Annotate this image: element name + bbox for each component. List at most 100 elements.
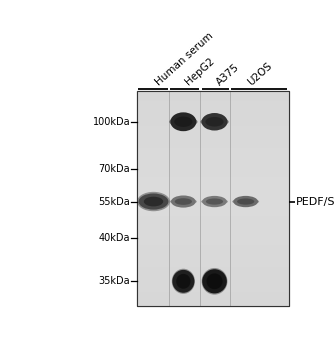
Bar [137,94,288,98]
Bar [137,209,288,213]
Ellipse shape [206,273,222,289]
Bar [137,123,288,126]
Bar [137,148,288,152]
Bar [137,292,288,295]
Bar [137,216,288,220]
Bar [137,169,288,173]
Bar [137,126,288,130]
Bar [137,91,288,306]
Text: A375: A375 [214,62,241,87]
Bar [137,259,288,263]
Bar [137,263,288,267]
Ellipse shape [137,192,170,211]
Bar [137,98,288,101]
Bar [137,177,288,180]
Bar [137,155,288,159]
Bar [137,299,288,302]
Text: 70kDa: 70kDa [98,164,130,174]
Bar [137,130,288,134]
Ellipse shape [217,119,229,125]
Bar [137,223,288,227]
Text: Human serum: Human serum [153,30,215,87]
Bar [137,202,288,205]
Text: U2OS: U2OS [246,60,274,87]
Ellipse shape [186,118,198,125]
Bar [137,91,288,306]
Bar [137,252,288,256]
Bar [137,159,288,162]
Bar [137,91,288,94]
Ellipse shape [201,199,212,203]
Ellipse shape [171,112,196,131]
Bar [137,285,288,288]
Ellipse shape [170,199,181,204]
Bar [137,116,288,119]
Bar [137,241,288,245]
Ellipse shape [202,268,227,295]
Bar [137,248,288,252]
Bar [137,184,288,188]
Ellipse shape [175,198,192,205]
Bar [137,162,288,166]
Text: HepG2: HepG2 [183,56,216,87]
Ellipse shape [232,199,243,203]
Text: 40kDa: 40kDa [98,233,130,243]
Ellipse shape [186,199,197,204]
Text: 55kDa: 55kDa [98,197,130,206]
Ellipse shape [202,113,227,131]
Ellipse shape [144,197,163,206]
Bar [137,227,288,231]
Bar [137,105,288,108]
Ellipse shape [171,196,196,208]
Ellipse shape [176,274,191,289]
Bar [137,295,288,299]
Ellipse shape [217,199,228,203]
Bar [137,180,288,184]
Bar [137,270,288,274]
Text: 35kDa: 35kDa [98,276,130,286]
Ellipse shape [172,269,195,294]
Bar [137,213,288,216]
Ellipse shape [200,119,212,125]
Ellipse shape [172,270,194,293]
Bar [137,277,288,281]
Bar [137,119,288,123]
Bar [137,238,288,242]
Bar [137,220,288,223]
Bar [137,101,288,105]
Bar [137,256,288,259]
Bar [137,141,288,145]
Ellipse shape [237,198,254,205]
Bar [137,205,288,209]
Ellipse shape [202,269,227,293]
Ellipse shape [206,198,223,205]
Bar [137,145,288,148]
Bar [137,134,288,137]
Bar [137,137,288,141]
Bar [137,234,288,238]
Bar [137,231,288,234]
Ellipse shape [139,194,169,210]
Bar [137,152,288,155]
Bar [137,302,288,306]
Bar [137,267,288,270]
Ellipse shape [248,199,259,203]
Ellipse shape [233,196,258,207]
Bar [137,112,288,116]
Bar [137,195,288,198]
Ellipse shape [169,118,181,125]
Ellipse shape [174,117,192,127]
Bar [137,245,288,248]
Ellipse shape [202,196,227,207]
Bar [137,188,288,191]
Ellipse shape [205,117,224,127]
Text: 100kDa: 100kDa [92,117,130,127]
Bar [137,288,288,292]
Bar [137,166,288,169]
Bar [137,281,288,285]
Bar [137,108,288,112]
Bar [137,173,288,177]
Bar [137,198,288,202]
Bar [137,274,288,277]
Text: PEDF/SERPINF1: PEDF/SERPINF1 [296,197,335,206]
